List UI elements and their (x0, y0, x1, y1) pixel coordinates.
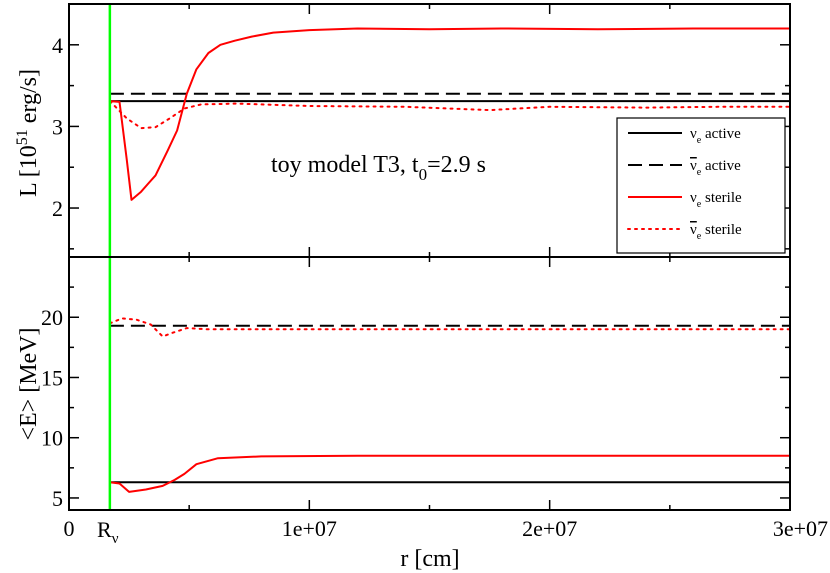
legend-label: νe active (690, 126, 741, 146)
bottom-panel-mean-energy: 5 10 15 20 0 1e+07 2e+07 3e+07 (41, 256, 828, 541)
top-ytick-label: 3 (52, 114, 63, 139)
bottom-ytick-label: 20 (41, 305, 63, 330)
top-ytick-label: 4 (52, 33, 63, 58)
legend-box (616, 117, 786, 254)
legend-label: νe sterile (690, 222, 742, 242)
top-series-sterile-nu (109, 27, 790, 201)
x-tick-label: 3e+07 (773, 516, 828, 541)
bottom-plot-frame (68, 256, 791, 511)
top-series-sterile-antinu (108, 100, 791, 130)
top-y-axis-label: L [1051 erg/s] (14, 69, 42, 197)
legend: νe active νe active νe sterile νe sterile (616, 117, 786, 254)
x-tick-label: 0 (64, 516, 75, 541)
bottom-ytick-label: 10 (41, 426, 63, 451)
x-axis-label: r [cm] (400, 546, 459, 572)
legend-label: νe sterile (690, 190, 742, 210)
bottom-ytick-label: 15 (41, 365, 63, 390)
bottom-y-axis-label: <E> [MeV] (16, 327, 42, 440)
bottom-series-sterile-nu (109, 454, 790, 493)
legend-label: νe active (690, 158, 741, 178)
x-tick-label: 1e+07 (282, 516, 337, 541)
x-tick-label: 2e+07 (522, 516, 577, 541)
bottom-series-sterile-antinu (108, 317, 791, 338)
top-ytick-label: 2 (52, 196, 63, 221)
chart-annotation: toy model T3, t0=2.9 s (271, 152, 486, 184)
r-nu-marker-label: Rν (97, 517, 119, 547)
bottom-ytick-label: 5 (52, 486, 63, 511)
